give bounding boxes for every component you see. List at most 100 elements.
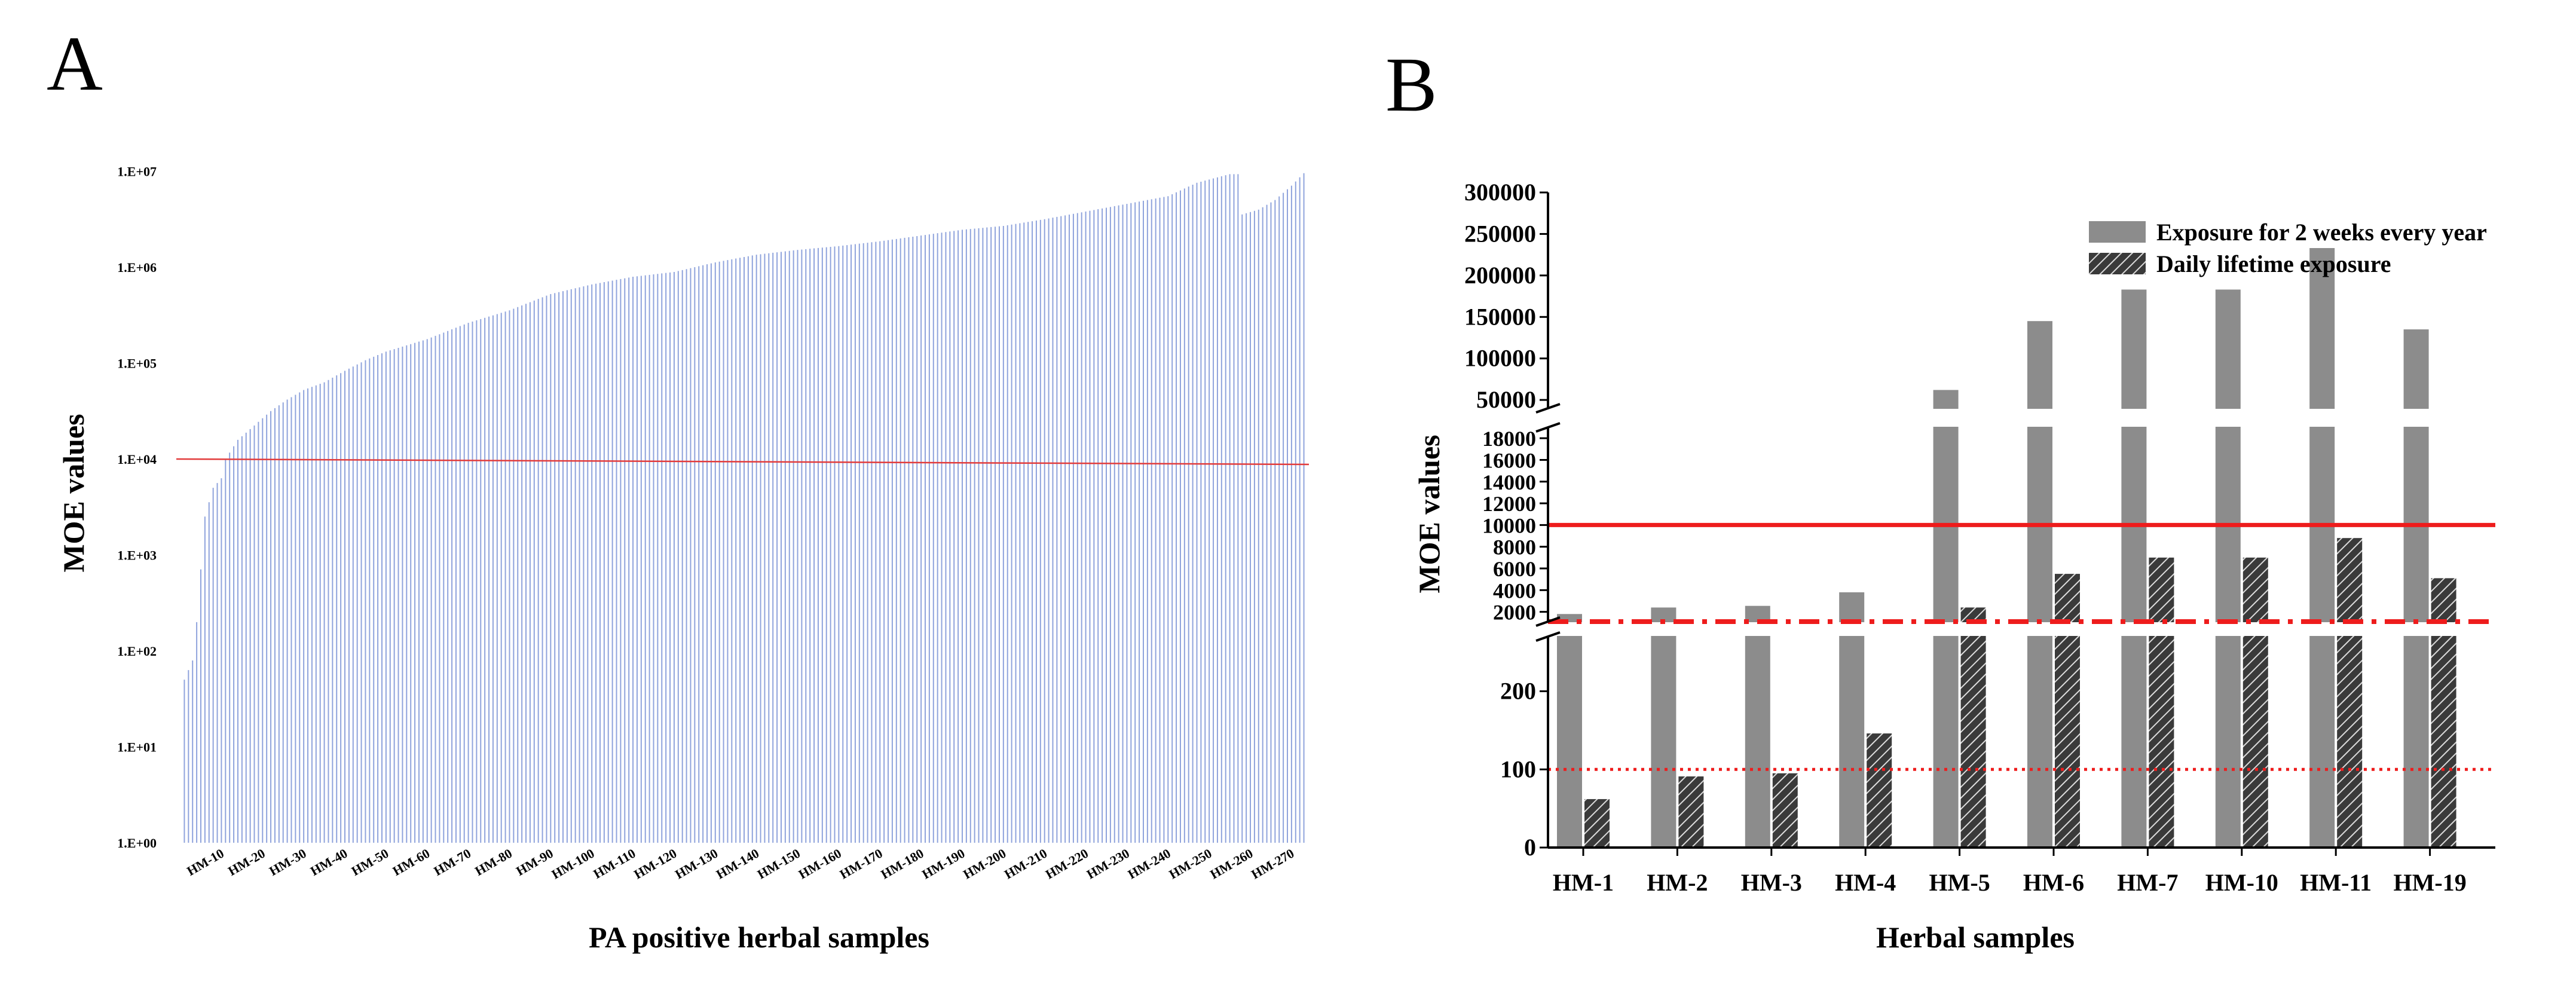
panel-a-x-tick-label: HM-220 bbox=[1043, 846, 1091, 882]
panel-b-y-tick-label: 16000 bbox=[1482, 448, 1536, 472]
panel-b-y-tick-label: 300000 bbox=[1464, 179, 1536, 206]
panel-a-threshold-line bbox=[176, 458, 1310, 466]
panel-b-y-tick-label: 100 bbox=[1500, 755, 1536, 782]
legend-swatch-two-weeks bbox=[2089, 221, 2146, 243]
panel-b-bar-two-weeks bbox=[1933, 390, 1959, 848]
panel-b-bar-daily-lifetime bbox=[1867, 733, 1892, 848]
panel-a-x-tick-label: HM-200 bbox=[960, 846, 1008, 882]
panel-a-x-tick-label: HM-140 bbox=[714, 846, 761, 882]
panel-a-x-tick-label: HM-30 bbox=[267, 846, 309, 879]
panel-b-y-tick-label: 250000 bbox=[1464, 220, 1536, 247]
panel-b-x-tick-label: HM-11 bbox=[2300, 869, 2372, 896]
panel-b-x-tick-label: HM-5 bbox=[1929, 869, 1990, 896]
panel-a-x-tick-label: HM-160 bbox=[796, 846, 844, 882]
panel-a-x-tick-label: HM-80 bbox=[472, 846, 515, 879]
panel-b-y-tick-label: 2000 bbox=[1493, 601, 1536, 625]
panel-b-y-tick-label: 18000 bbox=[1482, 427, 1536, 451]
panel-b-x-tick-label: HM-4 bbox=[1835, 869, 1896, 896]
panel-a-x-tick-label: HM-10 bbox=[184, 846, 227, 879]
legend-label-daily-lifetime: Daily lifetime exposure bbox=[2156, 250, 2391, 277]
panel-b-x-ticks: HM-1 HM-2 HM-3 HM-4 HM-5 HM-6 HM-7 HM-10 HM-11 HM… bbox=[1553, 848, 2467, 896]
panel-b-break-mark bbox=[1535, 403, 1561, 414]
panel-b-axis-breaks bbox=[1542, 409, 2501, 636]
panel-b-y-tick-label: 14000 bbox=[1482, 470, 1536, 494]
panel-a-y-tick-label: 1.E+07 bbox=[117, 164, 157, 179]
panel-a-y-tick-label: 1.E+02 bbox=[117, 644, 157, 659]
panel-a-x-tick-label: HM-250 bbox=[1166, 846, 1214, 882]
panel-b-break-gap-lower bbox=[1542, 622, 2501, 636]
panel-a-x-tick-label: HM-270 bbox=[1249, 846, 1296, 882]
panel-b-y-tick-label: 150000 bbox=[1464, 303, 1536, 330]
panel-a-x-tick-label: HM-180 bbox=[878, 846, 926, 882]
panel-b-y-tick-label: 50000 bbox=[1476, 386, 1536, 413]
panel-b-bar-two-weeks bbox=[1651, 607, 1676, 848]
panel-a-y-tick-label: 1.E+01 bbox=[117, 740, 157, 755]
legend-label-two-weeks: Exposure for 2 weeks every year bbox=[2156, 219, 2487, 246]
panel-b-bar-two-weeks bbox=[1557, 614, 1582, 848]
panel-a-x-tick-label: HM-150 bbox=[755, 846, 803, 882]
panel-b-x-tick-label: HM-2 bbox=[1647, 869, 1708, 896]
panel-b-bar-two-weeks bbox=[1745, 605, 1770, 848]
panel-a-bars bbox=[183, 173, 1305, 843]
panel-letter-b: B bbox=[1385, 42, 1437, 128]
panel-b-break-mark bbox=[1535, 422, 1561, 433]
panel-a-x-tick-label: HM-110 bbox=[591, 846, 638, 882]
panel-a-x-tick-label: HM-70 bbox=[431, 846, 473, 879]
panel-a-x-tick-label: HM-50 bbox=[349, 846, 391, 879]
panel-a-y-tick-label: 1.E+04 bbox=[117, 452, 157, 467]
panel-a-x-tick-label: HM-240 bbox=[1125, 846, 1173, 882]
panel-a-x-tick-label: HM-230 bbox=[1084, 846, 1132, 882]
panel-b-break-mark bbox=[1535, 631, 1561, 642]
panel-b-bar-two-weeks bbox=[2121, 289, 2147, 848]
panel-a-x-tick-label: HM-130 bbox=[672, 846, 720, 882]
panel-a-x-tick-label: HM-100 bbox=[549, 846, 596, 882]
panel-a-y-tick-label: 1.E+05 bbox=[117, 356, 157, 371]
panel-b-y-tick-label: 10000 bbox=[1482, 513, 1536, 537]
panel-b-x-tick-label: HM-10 bbox=[2205, 869, 2278, 896]
panel-a-x-tick-label: HM-170 bbox=[837, 846, 885, 882]
panel-b-break-gap-upper bbox=[1542, 409, 2501, 427]
panel-b-x-tick-label: HM-6 bbox=[2023, 869, 2084, 896]
panel-b-x-tick-label: HM-7 bbox=[2117, 869, 2178, 896]
panel-b-x-tick-label: HM-1 bbox=[1553, 869, 1614, 896]
panel-b-y-tick-label: 200000 bbox=[1464, 262, 1536, 289]
panel-b-bar-two-weeks bbox=[2215, 289, 2241, 848]
panel-b-y-tick-label: 8000 bbox=[1493, 536, 1536, 559]
panel-a-x-tick-label: HM-210 bbox=[1002, 846, 1050, 882]
legend-swatch-daily-lifetime bbox=[2089, 253, 2146, 274]
panel-a-x-tick-label: HM-120 bbox=[631, 846, 679, 882]
panel-a-x-tick-label: HM-60 bbox=[390, 846, 433, 879]
panel-a-y-tick-label: 1.E+03 bbox=[117, 548, 157, 563]
panel-b-y-tick-label: 12000 bbox=[1482, 492, 1536, 516]
panel-a-chart: 1.E+00 1.E+01 1.E+02 1.E+03 1.E+04 1.E+05 1.E+… bbox=[57, 164, 1310, 954]
panel-b-bar-daily-lifetime bbox=[2242, 557, 2268, 848]
panel-b-bar-daily-lifetime bbox=[2055, 574, 2080, 848]
panel-b-x-axis-title: Herbal samples bbox=[1876, 920, 2075, 954]
panel-b-y-tick-label: 200 bbox=[1500, 678, 1536, 705]
panel-b-bar-daily-lifetime bbox=[2431, 578, 2456, 848]
panel-a-x-tick-label: HM-190 bbox=[919, 846, 967, 882]
panel-b-y-tick-label: 100000 bbox=[1464, 345, 1536, 372]
panel-b-bars bbox=[1557, 248, 2456, 848]
panel-a-y-ticks: 1.E+00 1.E+01 1.E+02 1.E+03 1.E+04 1.E+05 1.E+… bbox=[117, 164, 157, 851]
panel-a-x-tick-label: HM-90 bbox=[513, 846, 556, 879]
panel-letter-a: A bbox=[47, 21, 103, 107]
panel-a-x-tick-label: HM-40 bbox=[308, 846, 350, 879]
panel-a-threshold bbox=[176, 458, 1310, 466]
panel-b-bar-daily-lifetime bbox=[2337, 538, 2363, 848]
panel-b-chart: 0 100 200 200040006000800010000120001400016… bbox=[1412, 179, 2501, 954]
panel-a-x-axis-title: PA positive herbal samples bbox=[589, 920, 929, 954]
panel-b-bar-daily-lifetime bbox=[1772, 773, 1798, 848]
panel-a-y-tick-label: 1.E+00 bbox=[117, 836, 157, 851]
panel-b-bar-daily-lifetime bbox=[1584, 799, 1610, 848]
panel-b-bar-two-weeks bbox=[2309, 248, 2335, 848]
panel-b-bar-daily-lifetime bbox=[1678, 776, 1704, 848]
panel-b-bar-two-weeks bbox=[2403, 329, 2429, 848]
panel-a-y-axis-title: MOE values bbox=[57, 414, 90, 572]
panel-b-x-tick-label: HM-19 bbox=[2394, 869, 2467, 896]
panel-b-break-mark bbox=[1535, 616, 1561, 627]
panel-b-y-tick-label: 4000 bbox=[1493, 579, 1536, 602]
panel-b-bar-daily-lifetime bbox=[1960, 607, 1986, 848]
panel-b-x-tick-label: HM-3 bbox=[1741, 869, 1802, 896]
